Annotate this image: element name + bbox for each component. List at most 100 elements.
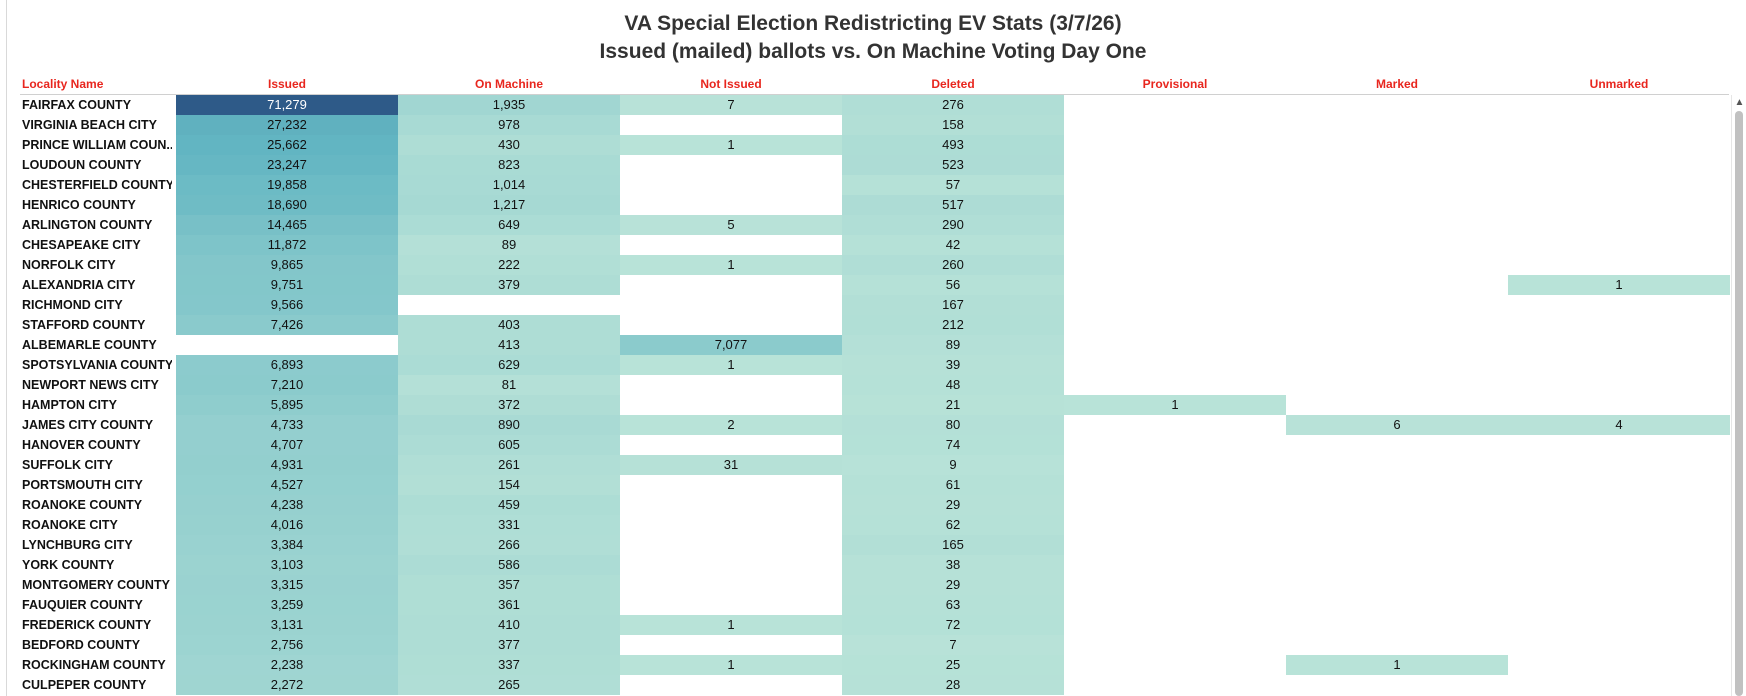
cell-issued: 3,384 [176, 535, 398, 555]
cell-deleted: 260 [842, 255, 1064, 275]
table-row[interactable]: PORTSMOUTH CITY 4,527 154 61 [0, 475, 1746, 495]
table-row[interactable]: ALEXANDRIA CITY 9,751 379 56 1 [0, 275, 1746, 295]
table-row[interactable]: ROANOKE CITY 4,016 331 62 [0, 515, 1746, 535]
cell-on-machine: 337 [398, 655, 620, 675]
cell-issued: 3,131 [176, 615, 398, 635]
cell-marked: 1 [1286, 655, 1508, 675]
cell-deleted: 276 [842, 95, 1064, 115]
table-row[interactable]: SUFFOLK CITY 4,931 261 31 9 [0, 455, 1746, 475]
table-row[interactable]: FAIRFAX COUNTY 71,279 1,935 7 276 [0, 95, 1746, 115]
column-header-unmarked[interactable]: Unmarked [1589, 77, 1649, 91]
cell-deleted: 89 [842, 335, 1064, 355]
cell-issued: 2,238 [176, 655, 398, 675]
cell-on-machine: 403 [398, 315, 620, 335]
cell-marked: 6 [1286, 415, 1508, 435]
cell-on-machine: 266 [398, 535, 620, 555]
table-row[interactable]: HANOVER COUNTY 4,707 605 74 [0, 435, 1746, 455]
table-row[interactable]: JAMES CITY COUNTY 4,733 890 2 80 6 4 [0, 415, 1746, 435]
cell-issued: 4,707 [176, 435, 398, 455]
cell-on-machine: 372 [398, 395, 620, 415]
cell-deleted: 9 [842, 455, 1064, 475]
table-row[interactable]: CULPEPER COUNTY 2,272 265 28 [0, 675, 1746, 695]
locality-name: SUFFOLK CITY [22, 458, 113, 472]
cell-on-machine: 222 [398, 255, 620, 275]
column-header-issued[interactable]: Issued [267, 77, 306, 91]
locality-name: MONTGOMERY COUNTY [22, 578, 170, 592]
column-header-marked[interactable]: Marked [1375, 77, 1419, 91]
cell-deleted: 517 [842, 195, 1064, 215]
cell-not-issued: 5 [620, 215, 842, 235]
cell-deleted: 167 [842, 295, 1064, 315]
cell-deleted: 7 [842, 635, 1064, 655]
locality-name: JAMES CITY COUNTY [22, 418, 154, 432]
cell-issued: 3,103 [176, 555, 398, 575]
cell-unmarked: 4 [1508, 415, 1730, 435]
table-row[interactable]: HAMPTON CITY 5,895 372 21 1 [0, 395, 1746, 415]
cell-issued: 2,272 [176, 675, 398, 695]
cell-issued: 9,865 [176, 255, 398, 275]
cell-deleted: 62 [842, 515, 1064, 535]
table-body[interactable]: FAIRFAX COUNTY 71,279 1,935 7 276 VIRGINIA BE… [0, 95, 1746, 696]
cell-deleted: 56 [842, 275, 1064, 295]
table-row[interactable]: LOUDOUN COUNTY 23,247 823 523 [0, 155, 1746, 175]
cell-deleted: 42 [842, 235, 1064, 255]
cell-on-machine: 357 [398, 575, 620, 595]
cell-issued: 5,895 [176, 395, 398, 415]
scroll-up-icon[interactable]: ▲ [1734, 97, 1745, 108]
table-row[interactable]: ARLINGTON COUNTY 14,465 649 5 290 [0, 215, 1746, 235]
cell-on-machine: 81 [398, 375, 620, 395]
column-header-provisional[interactable]: Provisional [1142, 77, 1208, 91]
cell-deleted: 63 [842, 595, 1064, 615]
locality-name: HANOVER COUNTY [22, 438, 141, 452]
cell-issued: 7,210 [176, 375, 398, 395]
column-header-deleted[interactable]: Deleted [931, 77, 975, 91]
cell-issued: 2,756 [176, 635, 398, 655]
scroll-thumb[interactable] [1735, 111, 1743, 696]
cell-deleted: 80 [842, 415, 1064, 435]
cell-issued: 7,426 [176, 315, 398, 335]
locality-name: NORFOLK CITY [22, 258, 116, 272]
cell-on-machine: 1,217 [398, 195, 620, 215]
cell-deleted: 21 [842, 395, 1064, 415]
cell-deleted: 74 [842, 435, 1064, 455]
locality-name: CULPEPER COUNTY [22, 678, 147, 692]
table-row[interactable]: NORFOLK CITY 9,865 222 1 260 [0, 255, 1746, 275]
chart-title: VA Special Election Redistricting EV Sta… [624, 12, 1122, 35]
locality-name: SPOTSYLVANIA COUNTY [22, 358, 172, 372]
table-row[interactable]: ROANOKE COUNTY 4,238 459 29 [0, 495, 1746, 515]
table-row[interactable]: BEDFORD COUNTY 2,756 377 7 [0, 635, 1746, 655]
table-row[interactable]: PRINCE WILLIAM COUN.. 25,662 430 1 493 [0, 135, 1746, 155]
table-row[interactable]: MONTGOMERY COUNTY 3,315 357 29 [0, 575, 1746, 595]
table-row[interactable]: FAUQUIER COUNTY 3,259 361 63 [0, 595, 1746, 615]
cell-on-machine: 261 [398, 455, 620, 475]
table-row[interactable]: STAFFORD COUNTY 7,426 403 212 [0, 315, 1746, 335]
table-row[interactable]: ROCKINGHAM COUNTY 2,238 337 1 25 1 [0, 655, 1746, 675]
table-row[interactable]: HENRICO COUNTY 18,690 1,217 517 [0, 195, 1746, 215]
table-row[interactable]: NEWPORT NEWS CITY 7,210 81 48 [0, 375, 1746, 395]
locality-name: PRINCE WILLIAM COUN.. [22, 138, 172, 152]
cell-deleted: 290 [842, 215, 1064, 235]
table-row[interactable]: RICHMOND CITY 9,566 167 [0, 295, 1746, 315]
column-header-locality-name[interactable]: Locality Name [22, 77, 104, 91]
cell-issued: 4,931 [176, 455, 398, 475]
table-row[interactable]: CHESAPEAKE CITY 11,872 89 42 [0, 235, 1746, 255]
table-row[interactable]: CHESTERFIELD COUNTY 19,858 1,014 57 [0, 175, 1746, 195]
table-row[interactable]: SPOTSYLVANIA COUNTY 6,893 629 1 39 [0, 355, 1746, 375]
table-row[interactable]: FREDERICK COUNTY 3,131 410 1 72 [0, 615, 1746, 635]
cell-deleted: 57 [842, 175, 1064, 195]
cell-issued: 9,751 [176, 275, 398, 295]
cell-issued: 4,238 [176, 495, 398, 515]
cell-unmarked: 1 [1508, 275, 1730, 295]
table-row[interactable]: ALBEMARLE COUNTY 413 7,077 89 [0, 335, 1746, 355]
cell-issued: 23,247 [176, 155, 398, 175]
column-header-on-machine[interactable]: On Machine [474, 77, 543, 91]
cell-issued: 14,465 [176, 215, 398, 235]
table-row[interactable]: YORK COUNTY 3,103 586 38 [0, 555, 1746, 575]
cell-deleted: 28 [842, 675, 1064, 695]
cell-issued: 4,527 [176, 475, 398, 495]
cell-deleted: 48 [842, 375, 1064, 395]
table-row[interactable]: LYNCHBURG CITY 3,384 266 165 [0, 535, 1746, 555]
table-row[interactable]: VIRGINIA BEACH CITY 27,232 978 158 [0, 115, 1746, 135]
column-header-not-issued[interactable]: Not Issued [700, 77, 762, 91]
vertical-scrollbar[interactable]: ▲ [1731, 95, 1746, 696]
